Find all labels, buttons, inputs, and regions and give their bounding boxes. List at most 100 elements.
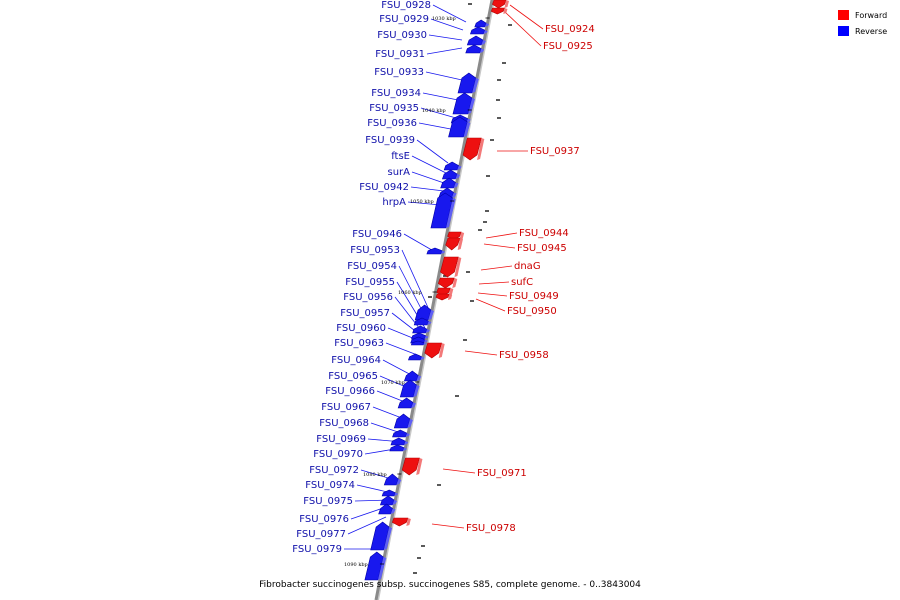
leader-line (425, 71, 463, 81)
gene-block[interactable] (492, 0, 509, 9)
gene-label[interactable]: FSU_0954 (347, 261, 397, 272)
gene-block[interactable] (407, 353, 425, 361)
gene-blocks (364, 0, 509, 581)
gene-label[interactable]: FSU_0925 (543, 41, 593, 52)
gene-label[interactable]: surA (388, 167, 411, 178)
gene-label[interactable]: FSU_0942 (359, 182, 409, 193)
gene-label[interactable]: FSU_0937 (530, 146, 580, 157)
gene-label[interactable]: FSU_0958 (499, 350, 549, 361)
gene-label[interactable]: FSU_0964 (331, 355, 381, 366)
gene-label[interactable]: ftsE (391, 151, 410, 162)
gene-label[interactable]: FSU_0966 (325, 386, 375, 397)
gene-block[interactable] (424, 342, 445, 359)
gene-block[interactable] (393, 413, 413, 429)
gene-label[interactable]: FSU_0956 (343, 292, 393, 303)
gene-label[interactable]: FSU_0945 (517, 243, 567, 254)
gene-label[interactable]: FSU_0957 (340, 308, 390, 319)
gene-label[interactable]: FSU_0939 (365, 135, 415, 146)
gene-label[interactable]: FSU_0979 (292, 544, 342, 555)
gene-label[interactable]: FSU_0928 (381, 0, 431, 11)
gene-label[interactable]: FSU_0975 (303, 496, 353, 507)
axis-tick-label: 1030 kbp (432, 16, 456, 22)
gene-label[interactable]: FSU_0930 (377, 30, 427, 41)
leader-line (411, 171, 445, 184)
gene-label[interactable]: hrpA (382, 197, 406, 208)
axis-tick-label: 1050 kbp (410, 199, 434, 205)
gene-label[interactable]: FSU_0974 (305, 480, 355, 491)
gene-block[interactable] (378, 503, 396, 515)
gene-block[interactable] (440, 256, 462, 278)
gene-label[interactable]: FSU_0950 (507, 306, 557, 317)
gene-block[interactable] (392, 429, 410, 438)
gene-label[interactable]: FSU_0971 (477, 468, 527, 479)
gene-label[interactable]: FSU_0931 (375, 49, 425, 60)
leader-line (464, 350, 498, 356)
gene-block[interactable] (466, 35, 487, 46)
gene-label[interactable]: FSU_0970 (313, 449, 363, 460)
gene-block[interactable] (391, 517, 411, 527)
gene-block[interactable] (399, 379, 420, 398)
gene-label[interactable]: FSU_0955 (345, 277, 395, 288)
gene-block[interactable] (437, 277, 458, 289)
gene-block[interactable] (457, 72, 479, 94)
gene-block[interactable] (397, 397, 417, 409)
gene-label[interactable]: FSU_0936 (367, 118, 417, 129)
genome-caption: Fibrobacter succinogenes subsp. succinog… (259, 580, 641, 590)
axis-tick-label: 1060 kbp (398, 290, 422, 296)
gene-block[interactable] (401, 457, 423, 476)
gene-block[interactable] (430, 192, 456, 229)
leader-line (407, 201, 442, 206)
gene-label[interactable]: FSU_0968 (319, 418, 369, 429)
legend: Forward Reverse (838, 10, 887, 36)
gene-label[interactable]: FSU_0976 (299, 514, 349, 525)
gene-label[interactable]: FSU_0944 (519, 228, 569, 239)
gene-block[interactable] (465, 44, 485, 54)
gene-block[interactable] (413, 317, 432, 326)
gene-label[interactable]: sufC (511, 277, 533, 288)
gene-label[interactable]: FSU_0933 (374, 67, 424, 78)
gene-label[interactable]: FSU_0946 (352, 229, 402, 240)
leader-line (420, 107, 457, 119)
gene-label[interactable]: FSU_0978 (466, 523, 516, 534)
gene-block[interactable] (435, 293, 453, 301)
gene-block[interactable] (462, 137, 485, 161)
gene-label[interactable]: FSU_0977 (296, 529, 346, 540)
leader-line (411, 155, 447, 174)
gene-block[interactable] (364, 551, 387, 581)
gene-block[interactable] (445, 237, 463, 251)
gene-label[interactable]: dnaG (514, 261, 541, 272)
gene-block[interactable] (474, 19, 490, 28)
gene-block[interactable] (389, 444, 407, 452)
gene-label[interactable]: FSU_0949 (509, 291, 559, 302)
gene-label[interactable]: FSU_0924 (545, 24, 595, 35)
leader-line (401, 249, 431, 313)
leader-line (426, 47, 463, 55)
gene-block[interactable] (410, 340, 428, 346)
leader-line (442, 468, 476, 474)
gene-block[interactable] (470, 26, 488, 35)
gene-label[interactable]: FSU_0960 (336, 323, 386, 334)
gene-label[interactable]: FSU_0965 (328, 371, 378, 382)
gene-block[interactable] (448, 116, 471, 138)
gene-block[interactable] (426, 247, 446, 255)
leader-line (478, 281, 510, 285)
gene-label[interactable]: FSU_0929 (379, 14, 429, 25)
gene-label[interactable]: FSU_0967 (321, 402, 371, 413)
gene-labels: FSU_0924 FSU_0925 FSU_0928 FSU_0929 FSU_0930… (292, 0, 594, 555)
leader-line (475, 298, 506, 312)
gene-block[interactable] (381, 489, 399, 497)
gene-label[interactable]: FSU_0963 (334, 338, 384, 349)
gene-label[interactable]: FSU_0969 (316, 434, 366, 445)
axis-tick-label: 1080 kbp (363, 472, 387, 478)
legend-swatch-reverse (838, 26, 849, 36)
gene-label[interactable]: FSU_0953 (350, 245, 400, 256)
gene-label[interactable]: FSU_0935 (369, 103, 419, 114)
gene-label[interactable]: FSU_0934 (371, 88, 421, 99)
legend-swatch-forward (838, 10, 849, 20)
gene-block[interactable] (370, 521, 393, 551)
gene-block[interactable] (490, 7, 508, 15)
gene-block[interactable] (412, 325, 430, 334)
gene-label[interactable]: FSU_0972 (309, 465, 359, 476)
gene-block[interactable] (383, 473, 402, 486)
